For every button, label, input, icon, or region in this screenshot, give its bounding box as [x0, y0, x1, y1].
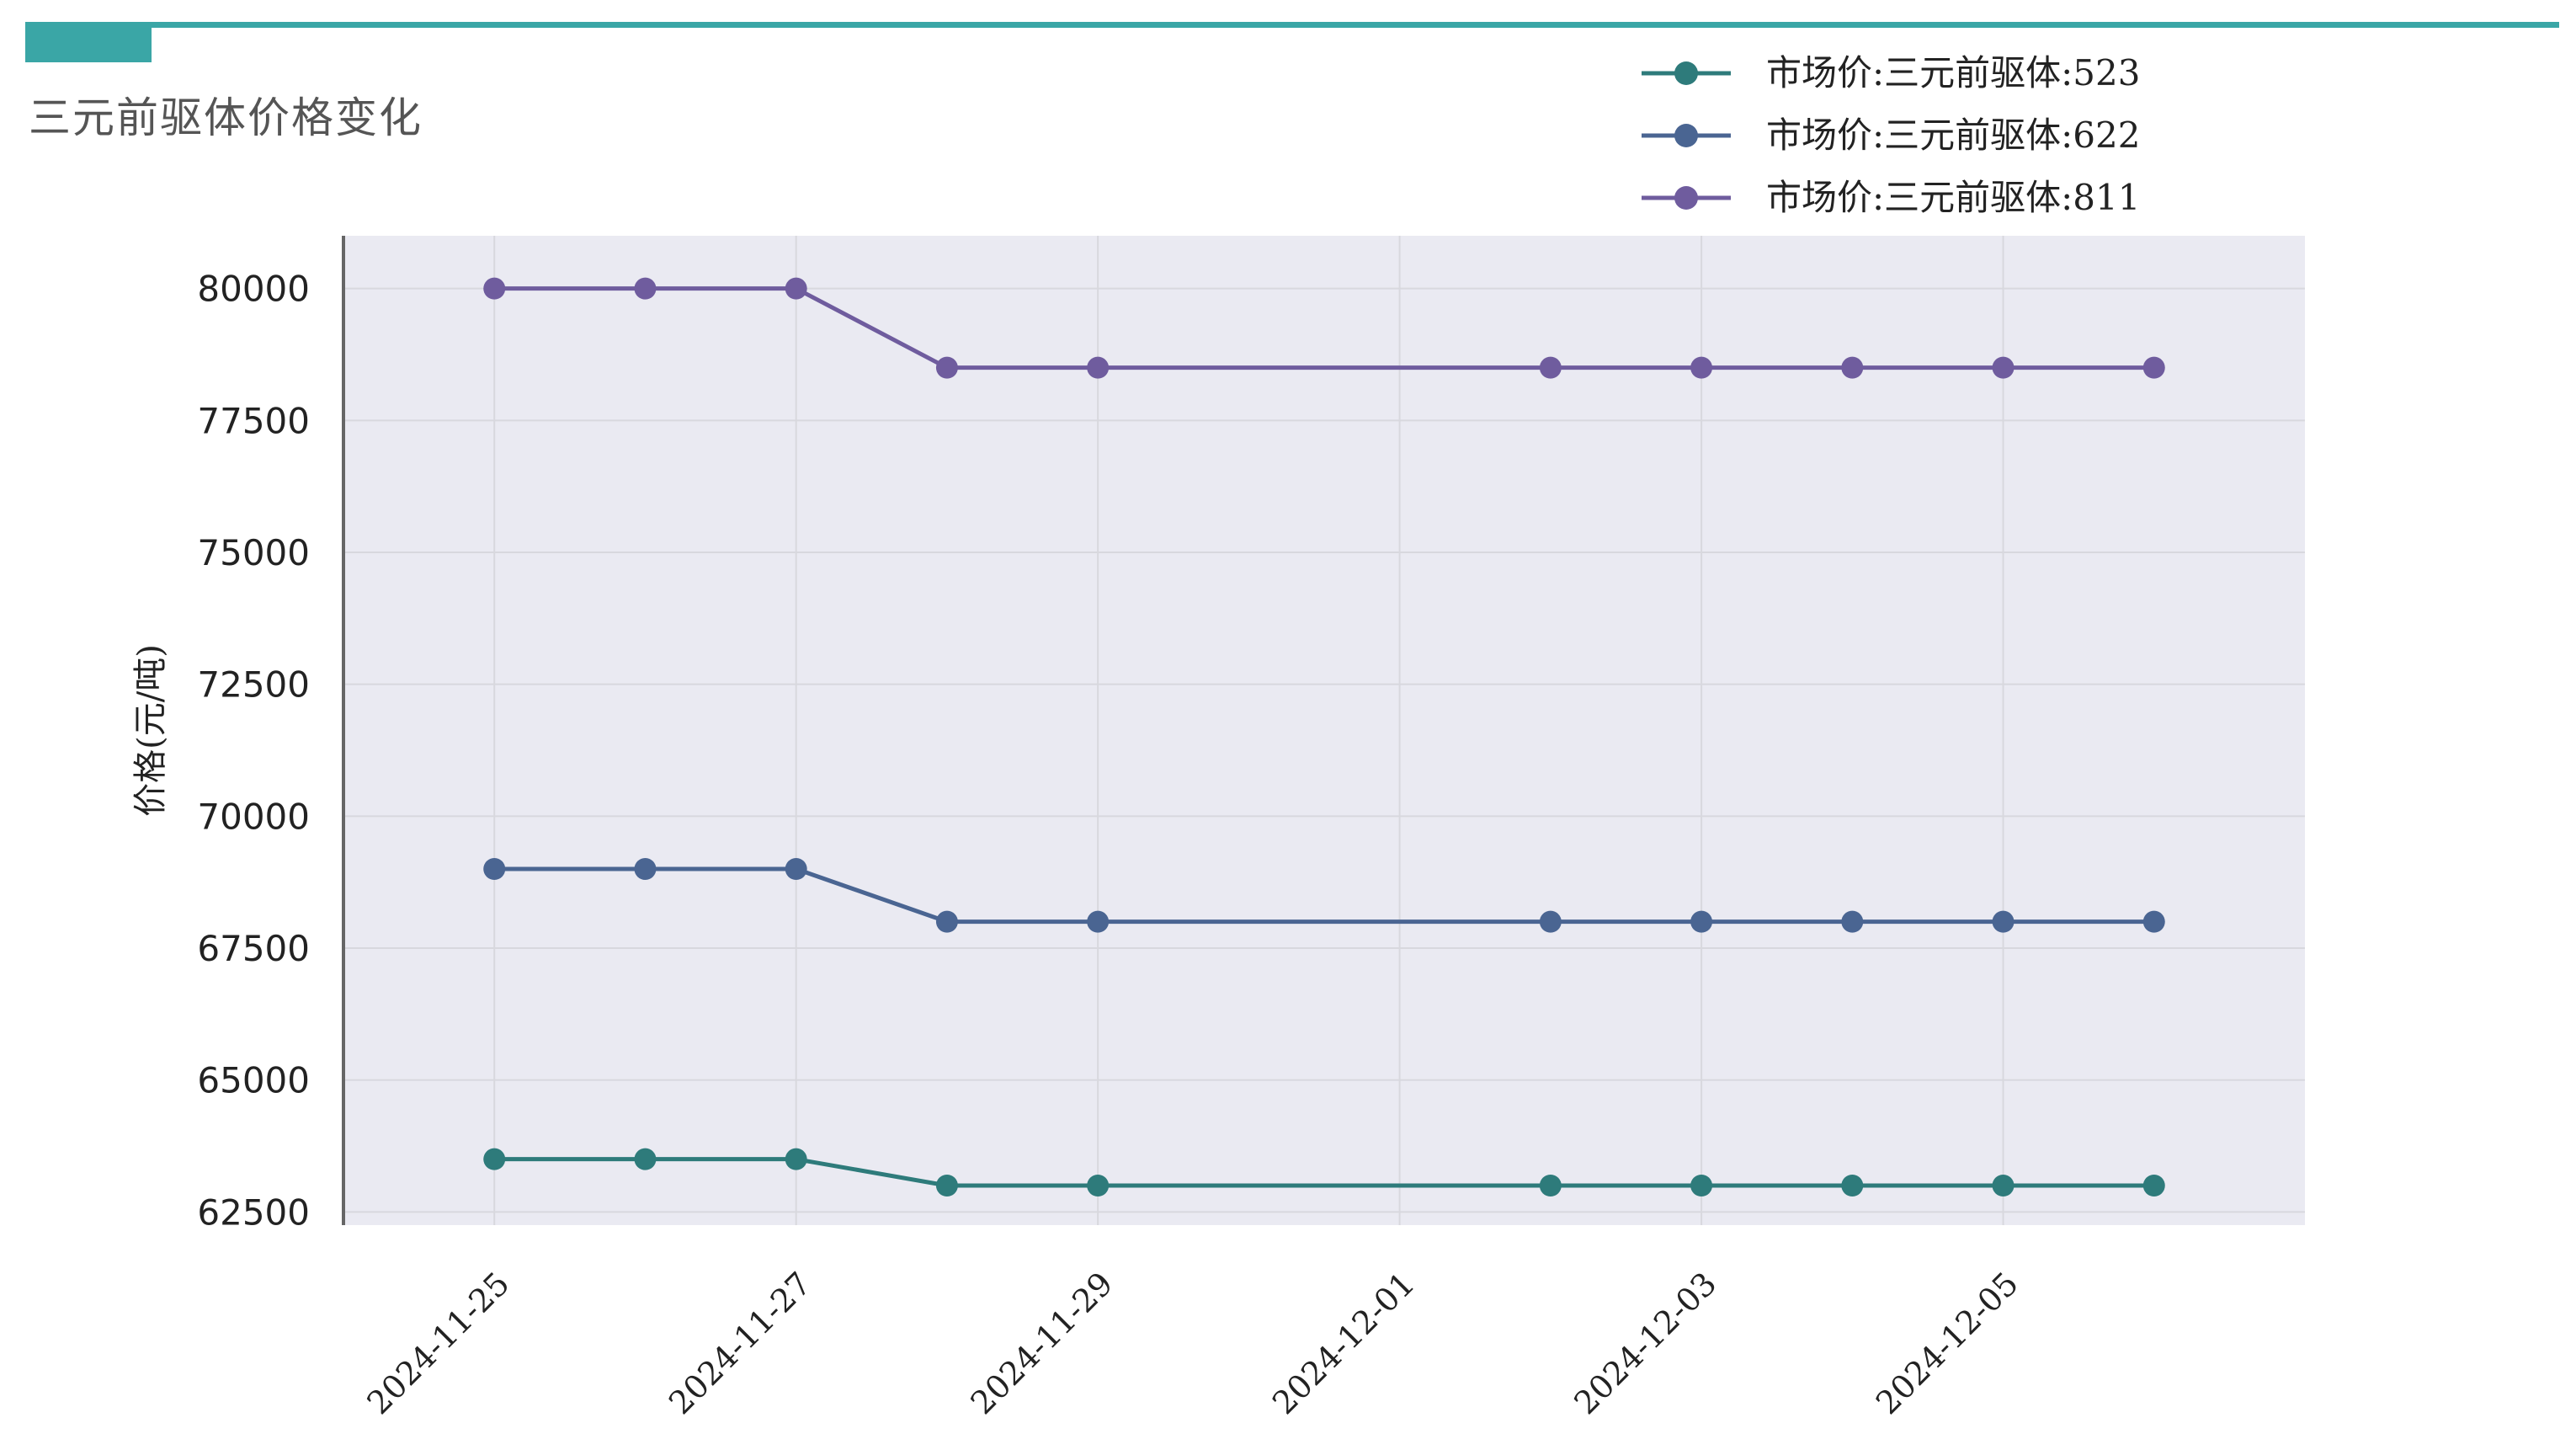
- x-tick-label: 2024-12-05: [1869, 1265, 2025, 1421]
- series-layer: [483, 277, 2165, 1197]
- legend-item: 市场价:三元前驱体:523: [1642, 52, 2140, 93]
- header-accent-line: [25, 22, 2559, 28]
- series-line: [494, 1157, 2154, 1188]
- legend-item: 市场价:三元前驱体:811: [1642, 177, 2140, 218]
- x-tick-label: 2024-12-01: [1265, 1265, 1422, 1421]
- legend-item: 市场价:三元前驱体:622: [1642, 115, 2140, 156]
- data-point: [483, 1148, 506, 1170]
- data-point: [1539, 356, 1562, 379]
- x-axis-ticks: 2024-11-25 2024-11-27 2024-11-29 2024-12-01…: [360, 1265, 2025, 1421]
- y-axis-ticks: 62500 65000 67500 70000 72500 75000 77500 80000: [197, 269, 310, 1234]
- data-point: [1841, 356, 1864, 379]
- plot-area: [343, 236, 2305, 1225]
- data-point: [1841, 910, 1864, 933]
- y-tick-label: 65000: [197, 1060, 310, 1101]
- series-1: [483, 1148, 2165, 1197]
- data-point: [785, 1148, 807, 1170]
- y-tick-label: 77500: [197, 400, 310, 441]
- data-point: [1992, 1175, 2014, 1197]
- data-point: [1690, 910, 1713, 933]
- series-line: [494, 866, 2154, 925]
- data-point: [1539, 910, 1562, 933]
- x-tick-label: 2024-11-29: [963, 1265, 1120, 1421]
- page-title: 三元前驱体价格变化: [29, 93, 423, 142]
- data-point: [483, 277, 506, 300]
- x-tick-label: 2024-11-27: [662, 1265, 818, 1421]
- y-tick-label: 70000: [197, 796, 310, 837]
- y-tick-label: 67500: [197, 928, 310, 969]
- data-point: [2142, 356, 2165, 379]
- data-point: [935, 356, 958, 379]
- data-point: [1690, 1175, 1713, 1197]
- legend: 市场价:三元前驱体:523 市场价:三元前驱体:622 市场价:三元前驱体:811: [1642, 52, 2140, 218]
- y-tick-label: 75000: [197, 532, 310, 573]
- data-point: [634, 858, 657, 880]
- data-point: [785, 277, 807, 300]
- header-accent-tab: [25, 22, 152, 62]
- data-point: [1087, 910, 1110, 933]
- x-tick-label: 2024-11-25: [360, 1265, 517, 1421]
- data-point: [1087, 356, 1110, 379]
- y-axis-label: 价格(元/吨): [131, 644, 170, 817]
- data-point: [2142, 910, 2165, 933]
- series-line: [494, 286, 2154, 370]
- legend-label: 市场价:三元前驱体:523: [1766, 52, 2140, 93]
- data-point: [1539, 1175, 1562, 1197]
- data-point: [935, 1175, 958, 1197]
- y-tick-label: 72500: [197, 664, 310, 706]
- y-tick-label: 62500: [197, 1191, 310, 1233]
- data-point: [1087, 1175, 1110, 1197]
- data-point: [785, 858, 807, 880]
- data-point: [634, 1148, 657, 1170]
- data-point: [1992, 910, 2014, 933]
- data-point: [1841, 1175, 1864, 1197]
- data-point: [1690, 356, 1713, 379]
- legend-marker-icon: [1674, 61, 1698, 85]
- series-3: [483, 277, 2165, 379]
- legend-marker-icon: [1674, 124, 1698, 147]
- legend-label: 市场价:三元前驱体:622: [1766, 115, 2140, 156]
- data-point: [2142, 1175, 2165, 1197]
- data-point: [1992, 356, 2014, 379]
- y-tick-label: 80000: [197, 269, 310, 310]
- legend-marker-icon: [1674, 186, 1698, 210]
- legend-label: 市场价:三元前驱体:811: [1766, 177, 2140, 218]
- data-point: [483, 858, 506, 880]
- data-point: [634, 277, 657, 300]
- x-tick-label: 2024-12-03: [1567, 1265, 1723, 1421]
- data-point: [935, 910, 958, 933]
- series-2: [483, 858, 2165, 933]
